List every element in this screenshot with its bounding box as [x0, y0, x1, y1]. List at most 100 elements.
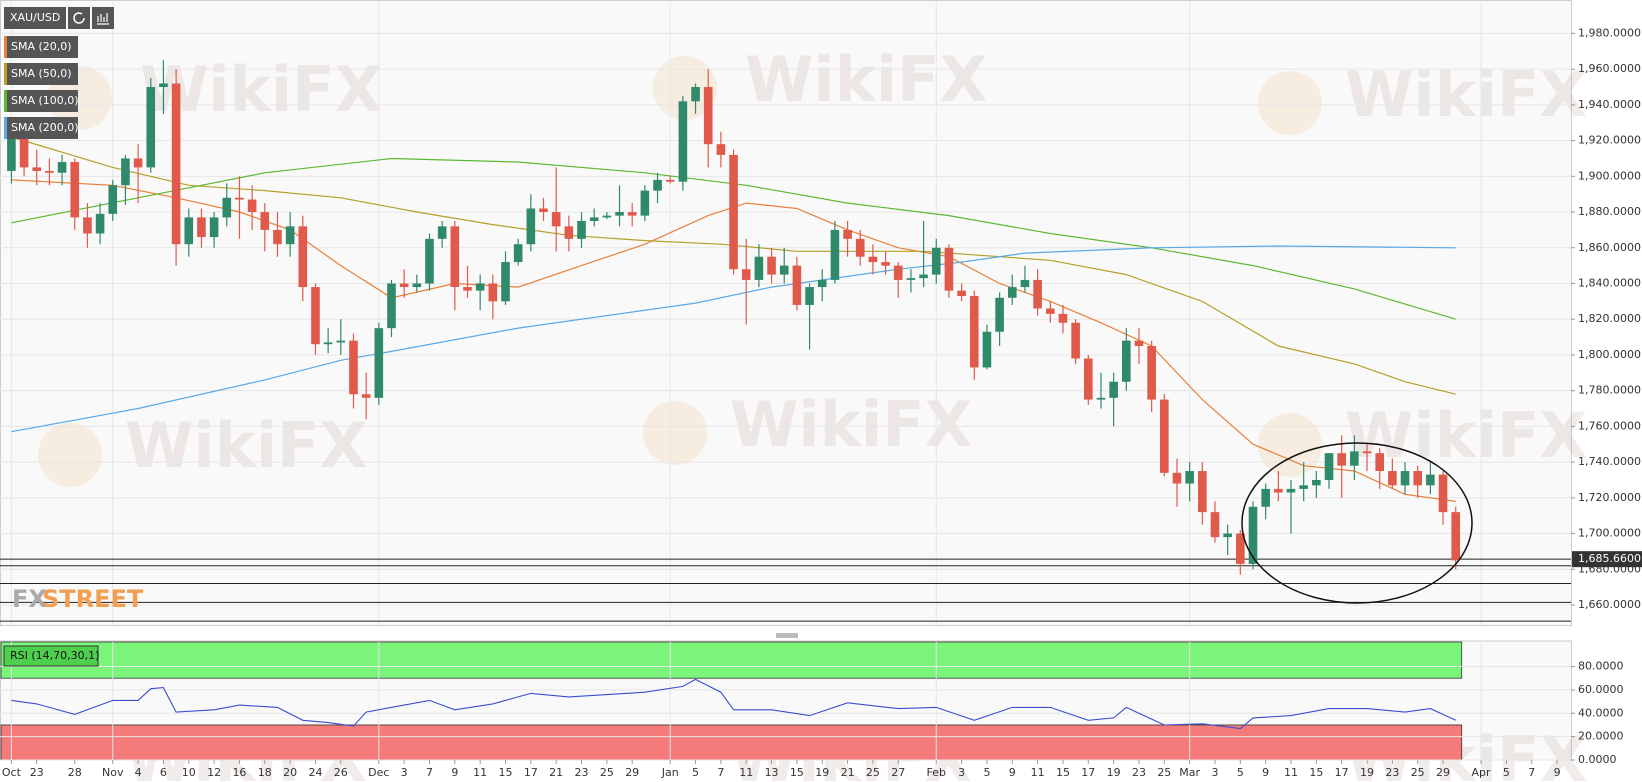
candle-body [184, 217, 194, 245]
watermark: WikiFX [1345, 58, 1587, 131]
candle-body [273, 229, 282, 245]
candle-body [1223, 533, 1232, 538]
candle-body [729, 154, 738, 270]
candle-body [1248, 506, 1258, 564]
x-tick-label: 23 [30, 766, 44, 779]
sma-line [11, 157, 1456, 320]
candle-body [691, 87, 700, 102]
x-tick-label: 9 [1009, 766, 1016, 779]
x-tick-label: 29 [625, 766, 639, 779]
x-tick-label: 12 [207, 766, 221, 779]
candle-body [665, 179, 675, 182]
candle-body [1312, 479, 1321, 486]
y-tick-label: 20.0000 [1578, 730, 1624, 743]
x-tick-label: 29 [1436, 766, 1450, 779]
legend-swatch [4, 63, 7, 85]
annotation-ellipse [1241, 442, 1473, 604]
candle-body [1426, 474, 1435, 486]
candle-body [323, 342, 333, 345]
rsi-legend-box [3, 645, 99, 667]
x-tick-label: 15 [790, 766, 804, 779]
candle-body [1007, 287, 1017, 298]
x-tick-label: 7 [1528, 766, 1535, 779]
x-tick-label: 11 [473, 766, 487, 779]
sma-line [11, 245, 1456, 433]
x-tick-label: 17 [1081, 766, 1095, 779]
candle-body [450, 226, 460, 288]
x-tick-label: 15 [1056, 766, 1070, 779]
candle-body [349, 340, 358, 395]
y-tick-label: 1,740.0000 [1578, 455, 1641, 468]
x-tick-label: 24 [308, 766, 322, 779]
x-tick-label: 11 [739, 766, 753, 779]
symbol-box[interactable] [4, 7, 66, 29]
candle-body [1058, 313, 1068, 323]
candle-body [741, 269, 751, 280]
y-tick-label: 0.0000 [1578, 753, 1617, 766]
candle-body [399, 283, 409, 288]
candle-body [285, 226, 295, 245]
y-tick-label: 40.0000 [1578, 706, 1624, 719]
x-tick-label: 16 [232, 766, 246, 779]
candle-body [1020, 279, 1030, 288]
candle-body [387, 283, 396, 329]
x-tick-label: 15 [1309, 766, 1323, 779]
watermark-icon [1258, 71, 1322, 135]
legend-box [4, 90, 78, 112]
indicator-button[interactable] [92, 7, 114, 29]
x-tick-label: 26 [334, 766, 348, 779]
x-tick-label: 3 [958, 766, 965, 779]
x-tick-label: 11 [1031, 766, 1045, 779]
candle-body [703, 87, 713, 145]
y-tick-label: 1,760.0000 [1578, 419, 1641, 432]
watermark: WikiFX [1345, 399, 1587, 472]
refresh-button[interactable] [68, 7, 90, 29]
y-tick-label: 1,900.0000 [1578, 169, 1641, 182]
candle-body [817, 279, 827, 288]
candle-body [1134, 340, 1144, 347]
candle-body [1083, 358, 1093, 400]
candle-body [1210, 512, 1220, 538]
x-tick-label: Nov [102, 766, 124, 779]
x-tick-label: 21 [841, 766, 855, 779]
candle-body [893, 265, 903, 280]
y-tick-label: 1,960.0000 [1578, 62, 1641, 75]
y-tick-label: 1,700.0000 [1578, 527, 1641, 540]
x-tick-label: 5 [983, 766, 990, 779]
x-tick-label: 17 [524, 766, 538, 779]
candle-body [1033, 279, 1042, 309]
y-tick-label: 1,720.0000 [1578, 491, 1641, 504]
candle-body [108, 185, 118, 214]
candle-body [235, 197, 244, 200]
candle-body [1071, 322, 1080, 359]
candle-body [969, 295, 979, 368]
x-tick-label: 27 [891, 766, 905, 779]
rsi-legend-label: RSI (14,70,30,1) [10, 649, 99, 662]
y-tick-label: 1,880.0000 [1578, 205, 1641, 218]
candle-body [311, 287, 320, 345]
candle-body [361, 394, 371, 398]
y-tick-label: 1,820.0000 [1578, 312, 1641, 325]
overbought-zone [0, 641, 1463, 679]
candle-body [982, 331, 992, 368]
x-tick-label: 3 [401, 766, 408, 779]
candle-body [209, 217, 219, 238]
candle-body [653, 179, 662, 191]
y-tick-label: 1,780.0000 [1578, 384, 1641, 397]
candle-body [1172, 472, 1182, 484]
candle-body [931, 247, 941, 275]
x-tick-label: Mar [1179, 766, 1200, 779]
candle-body [602, 215, 612, 218]
candle-body [1109, 381, 1118, 398]
panel-resize-handle[interactable] [776, 633, 798, 638]
x-tick-label: 25 [600, 766, 614, 779]
candle-body [121, 158, 130, 186]
y-tick-label: 1,940.0000 [1578, 98, 1641, 111]
candle-body [1261, 488, 1270, 507]
candle-body [577, 220, 586, 239]
y-tick-label: 1,800.0000 [1578, 348, 1641, 361]
x-tick-label: 7 [717, 766, 724, 779]
candle-body [843, 229, 852, 239]
candle-body [1147, 346, 1156, 400]
watermark: WikiFX [125, 409, 367, 482]
